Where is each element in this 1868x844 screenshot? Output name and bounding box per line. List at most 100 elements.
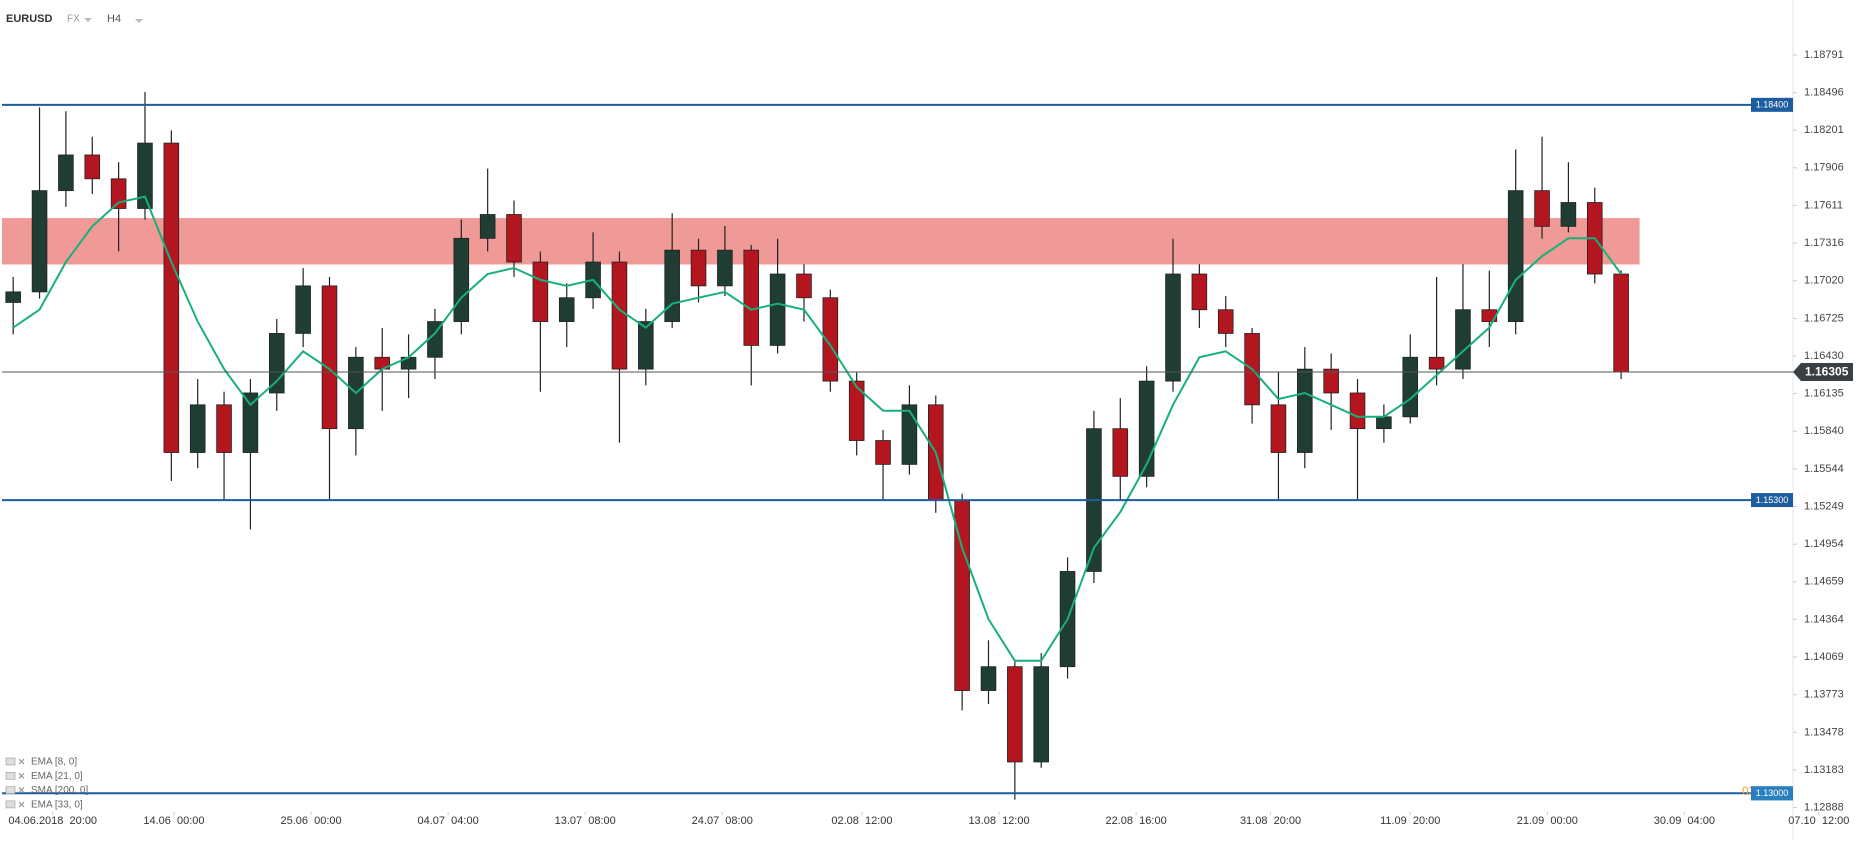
candle-body [664, 249, 680, 322]
moving-average [12, 195, 1622, 662]
x-tick-label: 25.06 00:00 [280, 815, 341, 827]
x-tick-label: 14.06 00:00 [143, 815, 204, 827]
candle-body [1376, 416, 1392, 430]
dropdown-caret[interactable] [84, 18, 92, 22]
x-tick-label: 31.08 20:00 [1240, 815, 1301, 827]
x-tick-label: 02.08 12:00 [831, 815, 892, 827]
dropdown-caret[interactable] [135, 19, 143, 23]
candle-body [1270, 404, 1287, 453]
y-tick-label: 1.14364 [1804, 613, 1844, 625]
candle-body [479, 214, 496, 239]
y-tick-label: 1.12888 [1804, 801, 1844, 813]
candle-body [690, 249, 707, 287]
y-tick-label: 1.17020 [1804, 275, 1844, 287]
timeframe[interactable]: H4 [107, 13, 121, 25]
y-tick-label: 1.13773 [1804, 689, 1844, 701]
candle-body [321, 285, 338, 430]
x-tick-label: 13.08 12:00 [968, 815, 1029, 827]
y-tick-label: 1.13183 [1804, 764, 1844, 776]
candle-body [1138, 380, 1155, 477]
y-tick-label: 1.13478 [1804, 726, 1844, 738]
indicator-label: EMA [33, 0] [31, 800, 83, 811]
candle-body [638, 321, 654, 370]
indicator-entry[interactable]: EMA [8, 0] [5, 757, 77, 768]
candle-body [5, 291, 21, 303]
candle-body [1613, 273, 1629, 373]
candle-body [110, 178, 127, 209]
indicator-icon [5, 771, 16, 780]
level-label: 1.18400 [1756, 100, 1789, 110]
candle-body [216, 404, 232, 453]
y-tick-label: 1.15840 [1804, 425, 1844, 437]
candle-body [980, 666, 997, 691]
candle-body [163, 142, 180, 453]
candle-body [268, 333, 285, 394]
indicator-entry[interactable]: EMA [21, 0] [5, 771, 83, 782]
x-tick-label: 11.09 20:00 [1380, 815, 1440, 827]
x-tick-label: 13.07 08:00 [555, 815, 616, 827]
symbol[interactable]: EURUSD [6, 13, 53, 25]
y-tick-label: 1.18201 [1804, 124, 1844, 136]
resistance-zone [2, 218, 1640, 265]
candle-body [58, 154, 74, 192]
candle-body [611, 261, 628, 370]
last-price-label: 1.16305 [1805, 365, 1849, 379]
y-tick-label: 1.16430 [1804, 350, 1844, 362]
candle-body [901, 404, 918, 465]
candle-body [1297, 368, 1313, 453]
remove-icon [18, 801, 25, 808]
level-label-box [1751, 493, 1793, 508]
remove-icon [18, 787, 25, 794]
x-tick-label: 24.07 08:00 [692, 815, 753, 827]
y-tick-label: 1.17611 [1804, 199, 1843, 211]
candle-body [1323, 368, 1339, 394]
candle-body [717, 249, 733, 287]
candle-body [769, 273, 786, 346]
candle-body [506, 214, 522, 263]
last-price-box [1793, 362, 1853, 381]
indicator-entry[interactable]: SMA [200, 0] [5, 785, 88, 796]
candle-body [1349, 392, 1366, 430]
indicator-label: SMA [200, 0] [31, 785, 88, 796]
candle-body [1033, 666, 1049, 763]
indicator-icon [5, 786, 16, 794]
candle-body [532, 261, 549, 322]
candle-body [1217, 309, 1234, 334]
y-tick-label: 1.14954 [1804, 538, 1844, 550]
y-tick-label: 1.15249 [1804, 500, 1844, 512]
y-tick-label: 1.15544 [1804, 463, 1844, 475]
candle-body [1112, 428, 1129, 477]
candle-body [189, 404, 206, 453]
candle-body [453, 237, 470, 322]
candle-body [1165, 273, 1181, 382]
y-tick-label: 1.17316 [1804, 237, 1844, 249]
indicator-label: EMA [21, 0] [31, 771, 83, 782]
level-label-box [1751, 97, 1793, 112]
candle-body [743, 249, 760, 346]
candle-body [1007, 666, 1023, 763]
candle-body [822, 297, 839, 382]
candle-body [1455, 309, 1471, 370]
candle-body [796, 273, 812, 299]
candle-body [84, 154, 101, 180]
indicator-entry[interactable]: EMA [33, 0] [5, 800, 83, 811]
header: EURUSD FX H4 [6, 13, 143, 25]
market[interactable]: FX [67, 14, 80, 25]
candle-body [242, 392, 259, 453]
level-label: 1.13000 [1756, 788, 1789, 798]
candle-body [1534, 190, 1550, 227]
y-tick-label: 1.14659 [1804, 576, 1844, 588]
candle-body [1402, 356, 1419, 418]
indicator-label: EMA [8, 0] [31, 757, 77, 768]
y-tick-label: 1.17906 [1804, 162, 1844, 174]
candle-body [31, 190, 48, 293]
candle-body [1428, 356, 1445, 370]
y-tick-label: 1.16135 [1804, 388, 1844, 400]
candle-body [558, 297, 575, 322]
y-tick-label: 1.14069 [1804, 651, 1844, 663]
candle-body [848, 380, 865, 441]
candle-body [1560, 202, 1577, 227]
indicator-icon [5, 800, 16, 809]
